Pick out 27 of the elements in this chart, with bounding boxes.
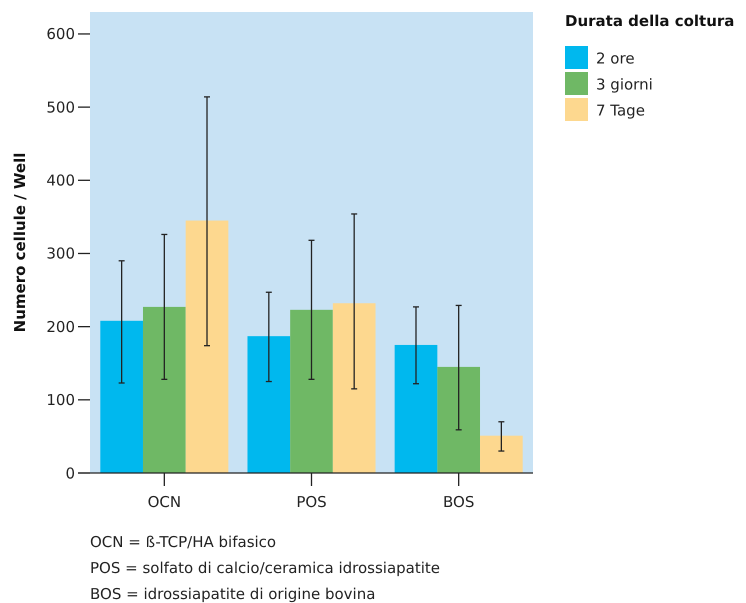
text: BOS = idrossiapatite di origine bovina	[90, 585, 376, 603]
bar	[480, 436, 523, 473]
text: POS = solfato di calcio/ceramica idrossiapatite	[90, 559, 440, 577]
bar	[142, 306, 186, 473]
text: OCN = ß-TCP/HA bifasico	[90, 533, 276, 551]
bar	[290, 310, 333, 473]
x-tick-label: POS	[296, 493, 327, 511]
x-tick-label: BOS	[442, 493, 474, 511]
y-tick-label: 200	[46, 318, 75, 336]
bar	[247, 336, 290, 473]
y-tick-label: 300	[46, 244, 75, 263]
legend-label: 7 Tage	[596, 101, 645, 120]
legend-title: Durata della coltura	[565, 12, 734, 30]
bar	[332, 303, 376, 473]
bar	[437, 366, 480, 473]
y-tick-label: 100	[46, 391, 75, 410]
legend-label: 2 ore	[596, 49, 635, 68]
y-tick-label: 400	[46, 172, 75, 190]
bar	[394, 344, 438, 473]
y-axis-title: Numero cellule / Well	[11, 152, 29, 332]
x-tick-label: OCN	[148, 493, 182, 511]
legend-label: 3 giorni	[596, 75, 653, 94]
y-tick-label: 500	[46, 98, 75, 116]
y-tick-label: 600	[46, 25, 75, 44]
bar	[186, 220, 228, 473]
y-tick-label: 0	[65, 464, 75, 482]
bar	[100, 320, 143, 473]
